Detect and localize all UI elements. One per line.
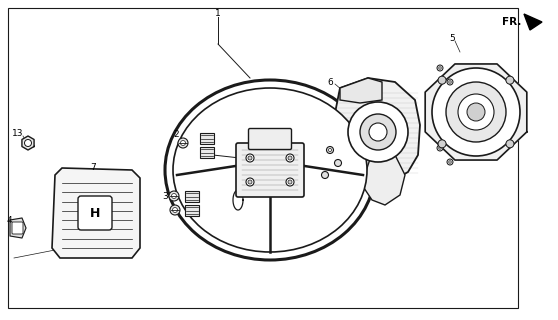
Bar (185, 205, 199, 216)
Circle shape (439, 67, 441, 69)
Circle shape (506, 76, 514, 84)
Polygon shape (362, 145, 405, 205)
Circle shape (329, 148, 331, 151)
FancyBboxPatch shape (12, 222, 23, 234)
Circle shape (25, 140, 31, 147)
Circle shape (169, 191, 179, 201)
FancyBboxPatch shape (236, 143, 304, 197)
Polygon shape (340, 78, 382, 103)
Ellipse shape (165, 80, 375, 260)
Circle shape (288, 156, 292, 160)
Circle shape (438, 76, 446, 84)
Text: 10: 10 (196, 199, 208, 209)
Bar (200, 147, 214, 158)
Circle shape (458, 94, 494, 130)
Text: H: H (90, 206, 100, 220)
Ellipse shape (173, 88, 367, 252)
Text: 11: 11 (307, 178, 319, 187)
Circle shape (321, 172, 329, 179)
Circle shape (369, 123, 387, 141)
Polygon shape (425, 64, 527, 160)
Text: 13: 13 (12, 129, 24, 138)
Circle shape (170, 205, 180, 215)
Text: 2: 2 (173, 130, 179, 139)
Circle shape (286, 154, 294, 162)
Polygon shape (52, 168, 140, 258)
Circle shape (439, 147, 441, 149)
Text: 1: 1 (215, 9, 221, 18)
Text: 9: 9 (325, 158, 331, 167)
Circle shape (467, 103, 485, 121)
Circle shape (248, 156, 252, 160)
Bar (185, 191, 199, 202)
Polygon shape (334, 78, 420, 182)
Circle shape (432, 68, 520, 156)
Circle shape (286, 178, 294, 186)
Circle shape (172, 207, 177, 212)
Polygon shape (22, 136, 34, 150)
Text: 10: 10 (196, 186, 208, 195)
Circle shape (171, 194, 176, 198)
Circle shape (178, 138, 188, 148)
Circle shape (360, 114, 396, 150)
Bar (200, 133, 214, 144)
Circle shape (246, 178, 254, 186)
Text: 6: 6 (327, 77, 333, 86)
Circle shape (248, 180, 252, 184)
Circle shape (449, 81, 451, 83)
Circle shape (348, 102, 408, 162)
Circle shape (437, 65, 443, 71)
FancyBboxPatch shape (78, 196, 112, 230)
Circle shape (506, 140, 514, 148)
Text: 12: 12 (227, 207, 239, 217)
Circle shape (334, 159, 341, 166)
Circle shape (288, 180, 292, 184)
Text: 3: 3 (162, 191, 168, 201)
Circle shape (447, 159, 453, 165)
Text: 8: 8 (317, 148, 323, 157)
Circle shape (449, 161, 451, 163)
Circle shape (437, 145, 443, 151)
Text: 10: 10 (196, 213, 208, 222)
Circle shape (246, 154, 254, 162)
Polygon shape (524, 14, 542, 30)
Text: 4: 4 (6, 215, 12, 225)
Circle shape (438, 140, 446, 148)
Text: FR.: FR. (502, 17, 521, 27)
Text: 10: 10 (212, 125, 224, 134)
Circle shape (447, 79, 453, 85)
Circle shape (326, 147, 334, 154)
Text: 10: 10 (212, 140, 224, 149)
Polygon shape (10, 218, 26, 238)
Circle shape (180, 140, 185, 146)
Circle shape (446, 82, 506, 142)
Text: 7: 7 (90, 163, 96, 172)
Text: 5: 5 (449, 34, 455, 43)
FancyBboxPatch shape (248, 129, 291, 149)
